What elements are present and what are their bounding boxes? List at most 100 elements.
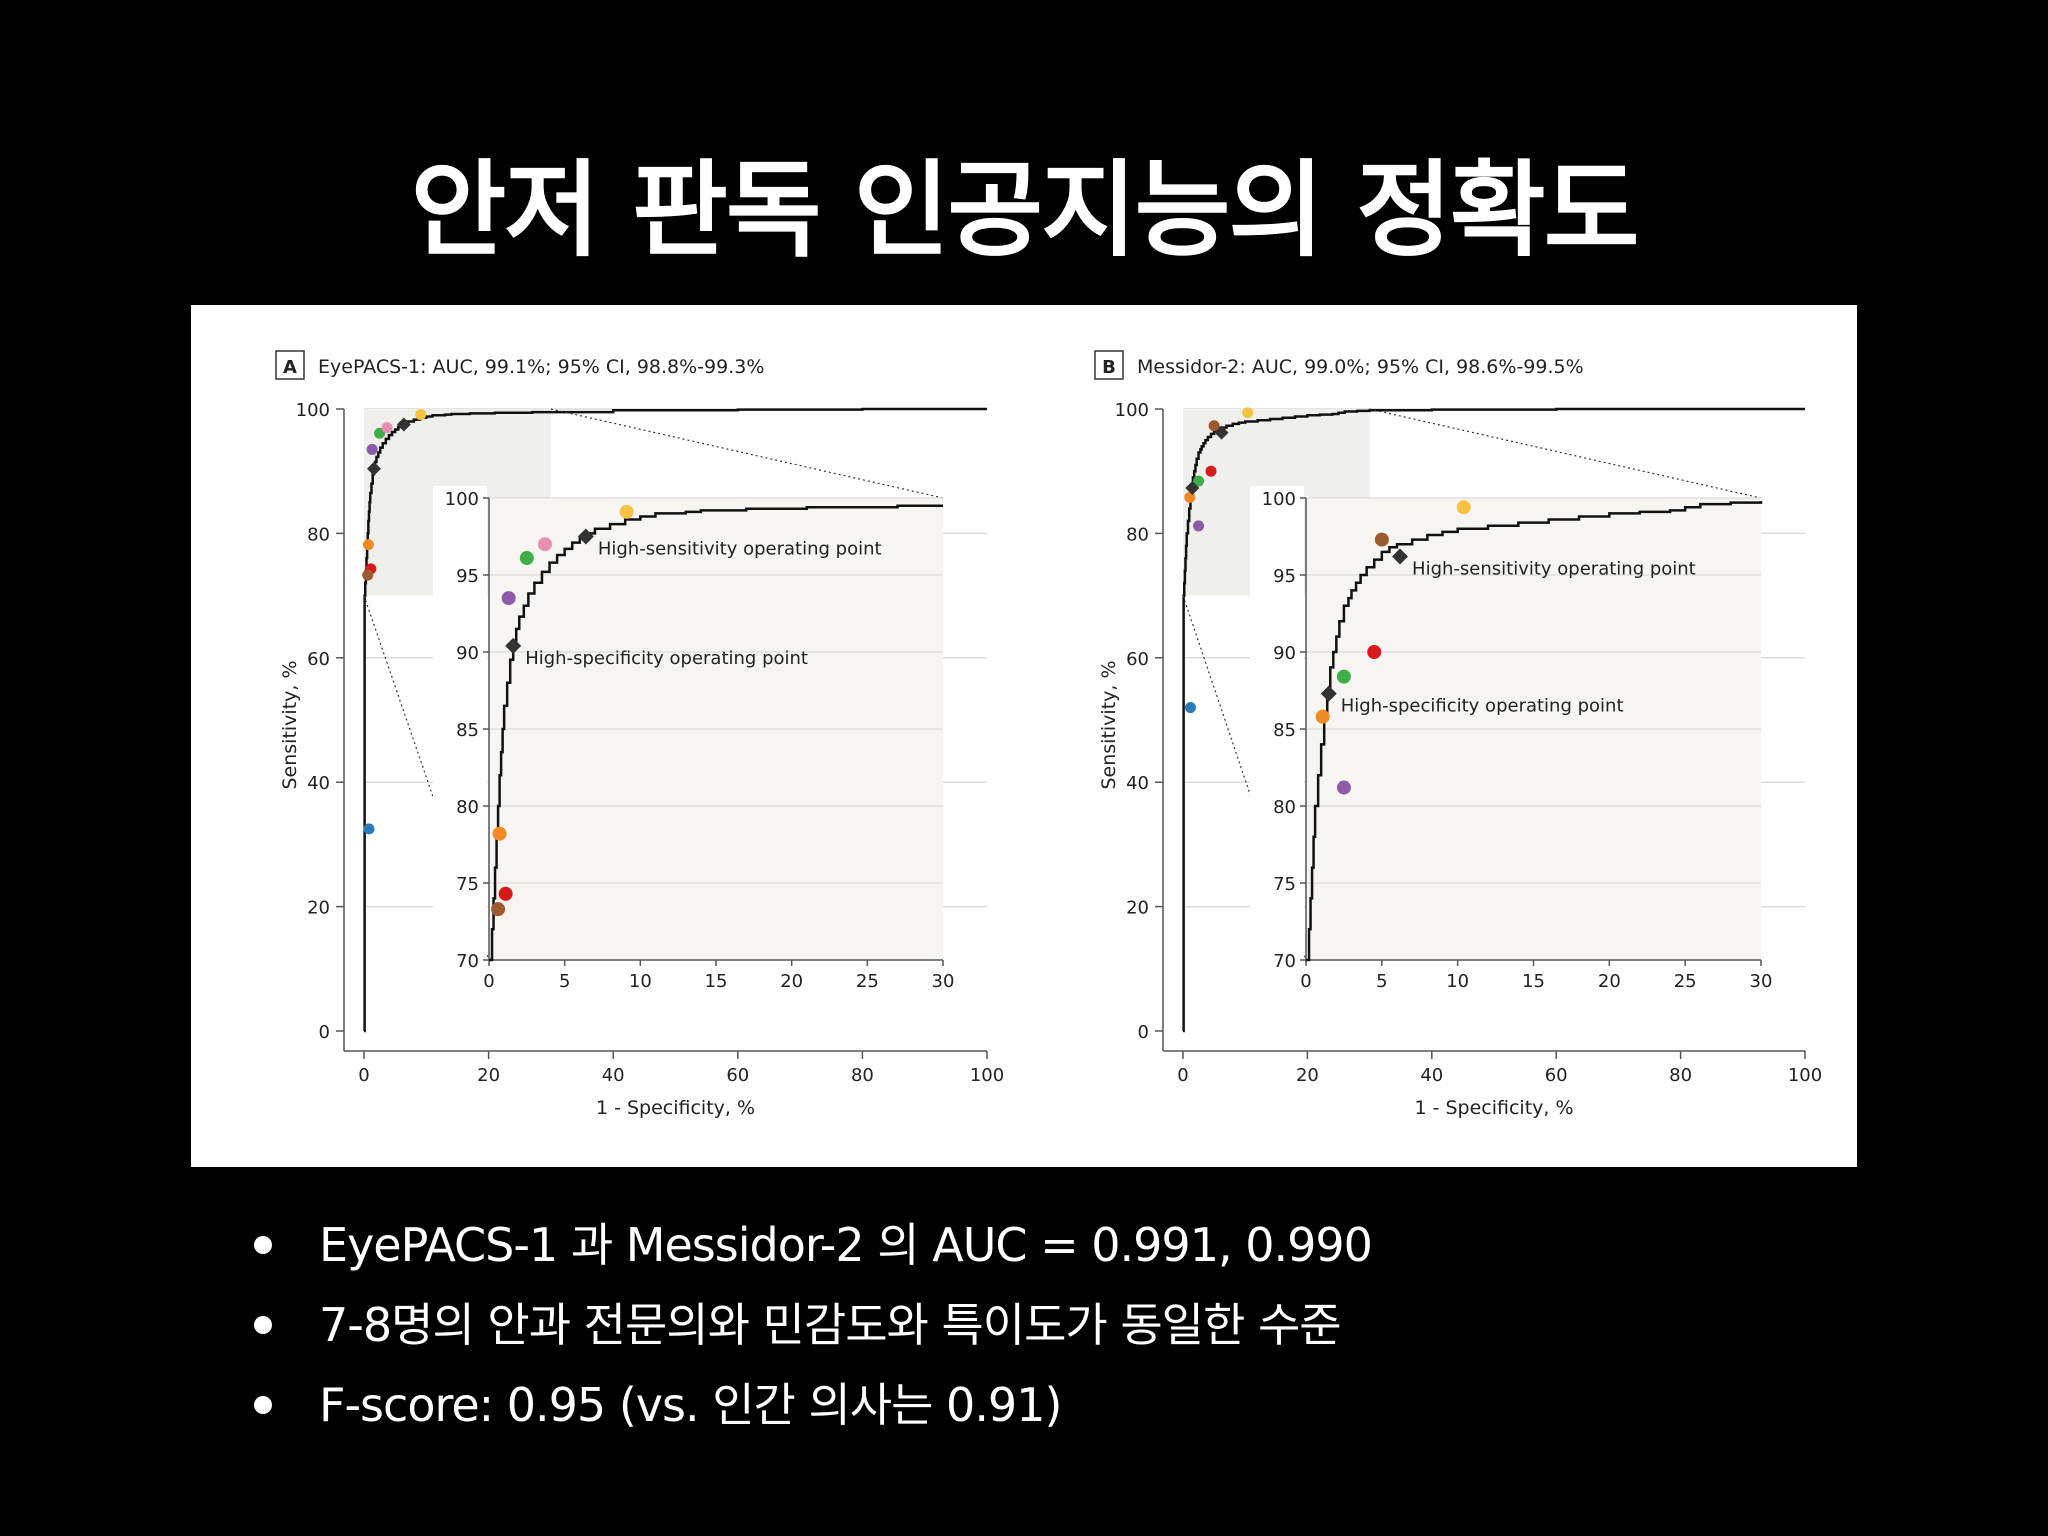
ophthalmologist-point-pink (381, 422, 393, 434)
ophthalmologist-point-yellow (415, 409, 427, 421)
inset-x-tick-label: 0 (1300, 971, 1311, 992)
inset-y-tick-label: 85 (1273, 720, 1296, 741)
inset-y-tick-label: 90 (456, 643, 479, 664)
main-x-tick-label: 0 (358, 1065, 369, 1086)
inset-ophthalmologist-point-yellow (619, 504, 634, 519)
y-axis-label: Sensitivity, % (1098, 660, 1120, 789)
inset-y-tick-label: 75 (1273, 874, 1296, 895)
main-x-tick-label: 80 (851, 1065, 874, 1086)
operating-point-marker (396, 417, 411, 432)
main-x-tick-label: 100 (1788, 1065, 1822, 1086)
inset-y-tick-label: 100 (445, 489, 479, 510)
inset-y-tick-label: 70 (456, 951, 479, 972)
zoom-connector (1369, 408, 1762, 499)
bullet-dot-icon (254, 1316, 272, 1334)
inset-x-tick-label: 25 (856, 971, 879, 992)
inset-y-tick-label: 80 (1273, 797, 1296, 818)
inset-label-mask (1304, 962, 1769, 996)
ophthalmologist-point-purple (1193, 520, 1205, 532)
main-y-tick-label: 100 (1115, 400, 1149, 421)
inset-y-tick-label: 95 (456, 566, 479, 587)
inset-x-tick-label: 5 (1376, 971, 1387, 992)
panel-title: Messidor-2: AUC, 99.0%; 95% CI, 98.6%-99… (1137, 356, 1584, 378)
inset-ophthalmologist-point-green (1336, 669, 1351, 684)
ophthalmologist-point-green (374, 427, 386, 439)
main-x-tick-label: 40 (602, 1065, 625, 1086)
ophthalmologist-point-purple (366, 443, 378, 455)
ophthalmologist-point-orange (362, 539, 374, 551)
roc-figure-svg: A EyePACS-1: AUC, 99.1%; 95% CI, 98.8%-99… (275, 350, 1822, 1119)
bullet-text: F-score: 0.95 (vs. 인간 의사는 0.91) (319, 1378, 1062, 1432)
inset-label-mask (1250, 486, 1304, 972)
operating-point-marker (1214, 425, 1229, 440)
x-axis-label: 1 - Specificity, % (1414, 1097, 1573, 1119)
main-x-tick-label: 100 (970, 1065, 1004, 1086)
main-x-tick-label: 80 (1669, 1065, 1692, 1086)
inset-x-tick-label: 25 (1674, 971, 1697, 992)
bullet-text: EyePACS-1 과 Messidor-2 의 AUC = 0.991, 0.… (319, 1218, 1373, 1272)
main-y-tick-label: 20 (307, 898, 330, 919)
panel-letter-box (1094, 350, 1124, 380)
inset-label-mask (433, 486, 487, 972)
inset-ophthalmologist-point-orange (492, 826, 507, 841)
bullet-item: EyePACS-1 과 Messidor-2 의 AUC = 0.991, 0.… (245, 1205, 1373, 1285)
roc-curve-main (363, 407, 987, 1033)
inset-operating-point-marker (505, 637, 522, 654)
operating-point-label: High-specificity operating point (525, 648, 808, 669)
operating-point-label: High-sensitivity operating point (1412, 559, 1696, 580)
inset-operating-point-marker (1320, 685, 1337, 702)
inset-y-tick-label: 75 (456, 874, 479, 895)
inset-x-tick-label: 30 (1750, 971, 1773, 992)
ophthalmologist-point-blue (1184, 702, 1196, 714)
main-y-tick-label: 0 (1138, 1022, 1149, 1043)
inset-x-tick-label: 20 (1598, 971, 1621, 992)
main-y-tick-label: 60 (1126, 649, 1149, 670)
inset-ophthalmologist-point-red (498, 886, 513, 901)
roc-figure: A EyePACS-1: AUC, 99.1%; 95% CI, 98.8%-99… (191, 305, 1857, 1167)
main-y-tick-label: 40 (307, 773, 330, 794)
main-x-tick-label: 20 (477, 1065, 500, 1086)
main-y-tick-label: 60 (307, 649, 330, 670)
bullet-dot-icon (254, 1396, 272, 1414)
inset-operating-point-marker (1392, 548, 1409, 565)
panel-title: EyePACS-1: AUC, 99.1%; 95% CI, 98.8%-99.… (318, 356, 764, 378)
ophthalmologist-point-brown (362, 569, 374, 581)
ophthalmologist-point-red (1205, 465, 1217, 477)
bullet-item: F-score: 0.95 (vs. 인간 의사는 0.91) (245, 1365, 1372, 1445)
inset-x-tick-label: 10 (1446, 971, 1469, 992)
operating-point-marker (1185, 480, 1200, 495)
roc-panel-b: B Messidor-2: AUC, 99.0%; 95% CI, 98.6%-9… (1094, 350, 1822, 1119)
main-y-tick-label: 80 (307, 524, 330, 545)
y-axis-label: Sensitivity, % (279, 660, 301, 789)
bullet-item: 7-8명의 안과 전문의와 민감도와 특이도가 동일한 수준 (245, 1285, 1372, 1365)
main-y-tick-label: 0 (319, 1022, 330, 1043)
slide-title: 안저 판독 인공지능의 정확도 (410, 149, 1640, 271)
panel-letter: B (1102, 357, 1116, 378)
inset-x-tick-label: 15 (705, 971, 728, 992)
operating-point-label: High-sensitivity operating point (598, 539, 882, 560)
bullet-text: 7-8명의 안과 전문의와 민감도와 특이도가 동일한 수준 (319, 1298, 1342, 1352)
main-x-tick-label: 20 (1296, 1065, 1319, 1086)
inset-ophthalmologist-point-green (519, 551, 534, 566)
roc-curve-inset (1306, 501, 1763, 962)
inset-ophthalmologist-point-purple (501, 591, 516, 606)
inset-ophthalmologist-point-yellow (1456, 500, 1471, 515)
ophthalmologist-point-blue (363, 823, 375, 835)
main-x-tick-label: 40 (1420, 1065, 1443, 1086)
inset-ophthalmologist-point-pink (537, 537, 552, 552)
main-x-tick-label: 60 (726, 1065, 749, 1086)
bullet-list: EyePACS-1 과 Messidor-2 의 AUC = 0.991, 0.… (245, 1205, 1373, 1445)
main-y-tick-label: 100 (296, 400, 330, 421)
panel-letter: A (283, 357, 297, 378)
operating-point-label: High-specificity operating point (1341, 696, 1624, 717)
inset-y-tick-label: 95 (1273, 566, 1296, 587)
inset-ophthalmologist-point-purple (1336, 780, 1351, 795)
main-x-tick-label: 0 (1177, 1065, 1188, 1086)
inset-y-tick-label: 70 (1273, 951, 1296, 972)
panel-letter-box (275, 350, 305, 380)
inset-operating-point-marker (577, 528, 594, 545)
x-axis-label: 1 - Specificity, % (596, 1097, 755, 1119)
zoom-connector (550, 408, 944, 499)
main-y-tick-label: 40 (1126, 773, 1149, 794)
operating-point-marker (366, 461, 381, 476)
